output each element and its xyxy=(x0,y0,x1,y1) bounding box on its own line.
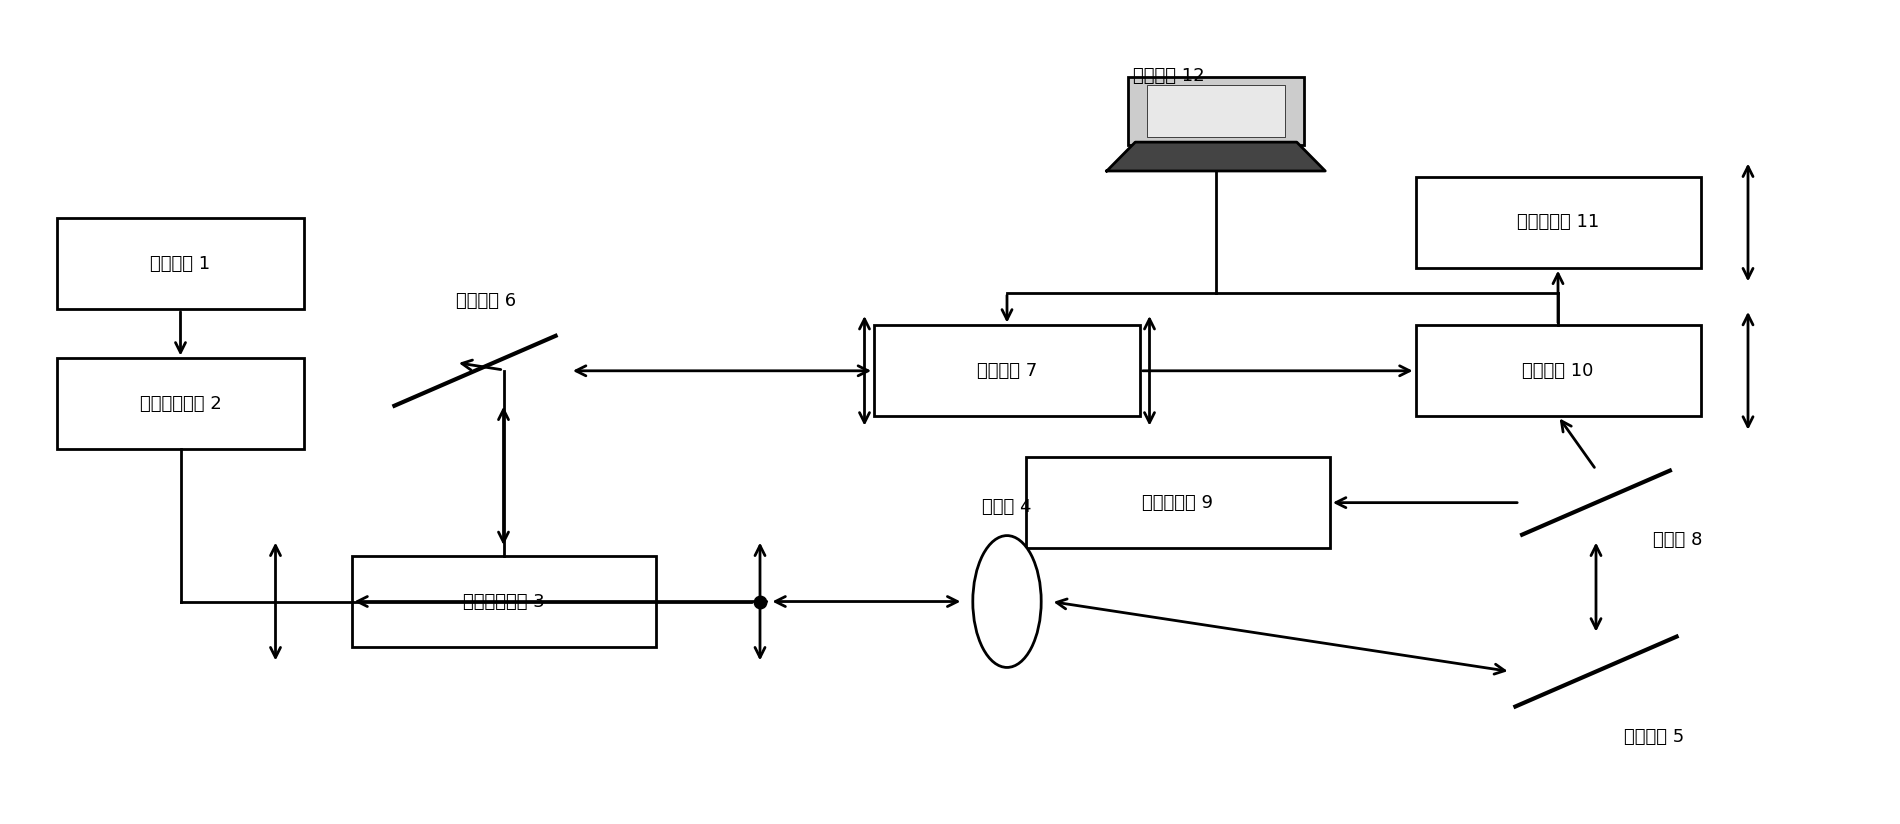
Text: 半透镜 8: 半透镜 8 xyxy=(1653,531,1702,549)
FancyBboxPatch shape xyxy=(1026,457,1330,548)
FancyBboxPatch shape xyxy=(1148,86,1286,138)
Text: 偏振分束棱镜 3: 偏振分束棱镜 3 xyxy=(462,592,545,611)
Text: 光延迟器 7: 光延迟器 7 xyxy=(977,362,1037,380)
Text: 光电探测器 11: 光电探测器 11 xyxy=(1516,213,1600,232)
Text: 偏振光源 1: 偏振光源 1 xyxy=(150,255,211,273)
FancyBboxPatch shape xyxy=(57,358,304,449)
FancyBboxPatch shape xyxy=(1129,77,1303,146)
FancyBboxPatch shape xyxy=(352,556,656,647)
FancyBboxPatch shape xyxy=(57,218,304,309)
FancyBboxPatch shape xyxy=(1416,325,1700,416)
FancyBboxPatch shape xyxy=(1416,177,1700,268)
Text: 合束棱镜 10: 合束棱镜 10 xyxy=(1522,362,1594,380)
Text: 全反射镜 5: 全反射镜 5 xyxy=(1624,728,1685,747)
Text: 控制系统 12: 控制系统 12 xyxy=(1132,68,1205,85)
Text: 全反射镜 6: 全反射镜 6 xyxy=(456,292,517,310)
FancyBboxPatch shape xyxy=(874,325,1140,416)
Text: 被测保偏光纤 2: 被测保偏光纤 2 xyxy=(139,395,222,413)
Ellipse shape xyxy=(973,536,1041,667)
Text: 半波片 4: 半波片 4 xyxy=(982,498,1032,516)
Text: 光电探测器 9: 光电探测器 9 xyxy=(1142,494,1214,512)
Polygon shape xyxy=(1106,143,1326,171)
